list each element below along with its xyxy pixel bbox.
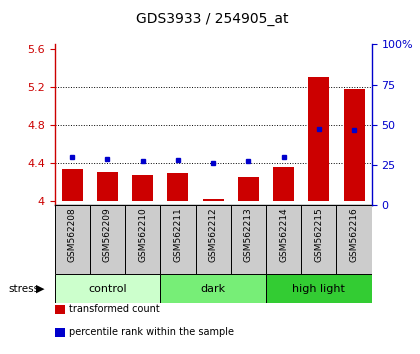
Text: ▶: ▶ <box>36 284 44 293</box>
Bar <box>90 205 125 274</box>
Text: high light: high light <box>292 284 345 293</box>
Bar <box>132 175 153 201</box>
Bar <box>266 205 301 274</box>
Bar <box>301 205 336 274</box>
Bar <box>273 167 294 201</box>
Bar <box>266 274 372 303</box>
Text: GSM562209: GSM562209 <box>103 207 112 262</box>
Text: control: control <box>88 284 127 293</box>
Bar <box>55 205 90 274</box>
Text: GSM562208: GSM562208 <box>68 207 77 262</box>
Text: GSM562212: GSM562212 <box>209 207 218 262</box>
Bar <box>62 169 83 201</box>
Text: GSM562211: GSM562211 <box>173 207 182 262</box>
Text: GSM562210: GSM562210 <box>138 207 147 262</box>
Bar <box>125 205 160 274</box>
Text: GSM562214: GSM562214 <box>279 207 288 262</box>
Bar <box>160 205 196 274</box>
Bar <box>55 274 160 303</box>
Bar <box>97 172 118 201</box>
Text: GDS3933 / 254905_at: GDS3933 / 254905_at <box>136 12 289 27</box>
Bar <box>238 177 259 201</box>
Text: stress: stress <box>8 284 39 293</box>
Text: dark: dark <box>201 284 226 293</box>
Bar <box>308 78 329 201</box>
Text: transformed count: transformed count <box>69 304 160 314</box>
Bar <box>336 205 372 274</box>
Text: GSM562216: GSM562216 <box>349 207 359 262</box>
Text: percentile rank within the sample: percentile rank within the sample <box>69 327 234 337</box>
Text: GSM562215: GSM562215 <box>314 207 323 262</box>
Bar <box>344 89 365 201</box>
Bar <box>196 205 231 274</box>
Bar <box>160 274 266 303</box>
Bar <box>231 205 266 274</box>
Text: GSM562213: GSM562213 <box>244 207 253 262</box>
Bar <box>202 199 224 201</box>
Bar <box>167 173 189 201</box>
